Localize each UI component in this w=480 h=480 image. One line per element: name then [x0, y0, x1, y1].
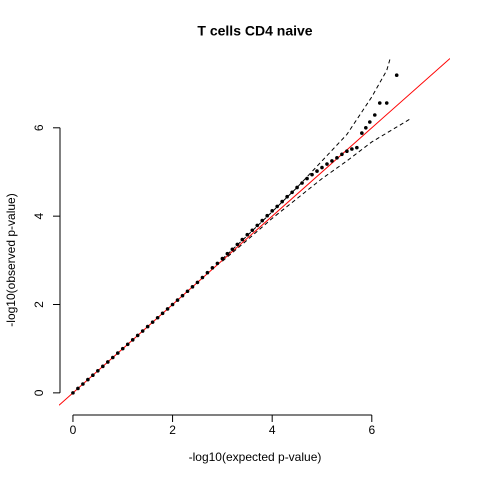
point [106, 360, 110, 364]
point [185, 289, 190, 294]
y-tick-label: 6 [32, 124, 46, 131]
point [255, 223, 260, 228]
point [71, 391, 75, 395]
y-tick-label: 4 [32, 212, 46, 219]
chart-title: T cells CD4 naive [197, 23, 312, 39]
x-tick-label: 6 [368, 423, 375, 437]
point [205, 270, 210, 275]
point [101, 364, 105, 369]
point [130, 338, 135, 342]
point [180, 293, 185, 298]
point [372, 113, 377, 117]
point [225, 251, 230, 256]
y-axis-label: -log10(observed p-value) [4, 193, 18, 326]
point [265, 213, 270, 218]
point [115, 351, 120, 355]
point [355, 145, 359, 150]
point [175, 298, 180, 302]
confidence-band [222, 117, 412, 262]
point [295, 185, 299, 190]
point [165, 307, 170, 311]
point [377, 101, 382, 105]
point [408, 41, 412, 45]
point [96, 368, 100, 373]
point [384, 101, 389, 105]
point [250, 228, 255, 233]
point [155, 315, 160, 320]
point [285, 194, 289, 199]
point [150, 320, 155, 324]
point [230, 247, 235, 252]
point [215, 261, 220, 266]
point [325, 162, 329, 166]
point [280, 199, 284, 204]
point [86, 377, 90, 382]
point [110, 355, 115, 360]
point [245, 232, 250, 237]
point [290, 190, 294, 195]
point [300, 181, 304, 185]
point [335, 156, 339, 160]
point [275, 204, 279, 209]
point [364, 126, 368, 130]
point [360, 131, 364, 135]
y-tick-label: 2 [32, 301, 46, 308]
point [350, 147, 354, 151]
point [120, 346, 125, 351]
point [240, 237, 245, 242]
point [235, 242, 240, 247]
point [270, 209, 274, 213]
point [170, 302, 175, 307]
point [305, 176, 309, 181]
reference-line [59, 58, 450, 406]
point [140, 329, 145, 333]
point [195, 280, 200, 285]
point [340, 152, 344, 157]
x-tick-label: 4 [269, 423, 276, 437]
point [330, 159, 334, 163]
x-axis-label: -log10(expected p-value) [189, 450, 322, 464]
plot-area [59, 41, 450, 406]
point [210, 266, 215, 270]
point [200, 275, 205, 280]
point [81, 382, 85, 386]
point [160, 311, 165, 316]
x-tick-label: 0 [70, 423, 77, 437]
point [345, 149, 349, 154]
point [76, 386, 80, 391]
confidence-band [222, 58, 391, 260]
point [394, 73, 399, 78]
point [135, 333, 140, 338]
point [320, 165, 324, 170]
point [220, 256, 225, 261]
point [125, 342, 130, 347]
point [190, 285, 195, 289]
point [315, 169, 319, 173]
point [310, 172, 314, 177]
point [260, 218, 265, 223]
point [91, 373, 95, 377]
point [145, 324, 150, 329]
x-tick-label: 2 [169, 423, 176, 437]
point [368, 120, 372, 124]
y-tick-label: 0 [32, 389, 46, 396]
